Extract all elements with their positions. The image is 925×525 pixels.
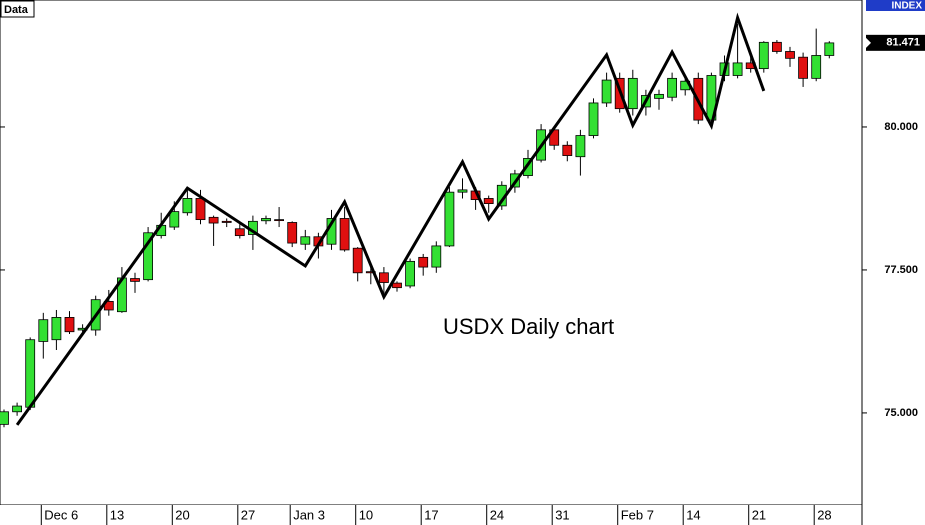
candle-body bbox=[221, 220, 232, 223]
candle-body bbox=[523, 158, 533, 176]
candle-body bbox=[811, 55, 822, 79]
x-tick-label: 10 bbox=[359, 507, 373, 522]
x-tick-label: 28 bbox=[817, 507, 831, 522]
candle-body bbox=[378, 272, 389, 283]
candle-body bbox=[654, 93, 664, 99]
candle-body bbox=[51, 317, 62, 341]
annotation: USDX Daily chart bbox=[443, 314, 614, 339]
candle-body bbox=[64, 317, 75, 333]
candle-body bbox=[431, 245, 442, 268]
candle-body bbox=[418, 256, 429, 268]
candle-body bbox=[667, 77, 677, 98]
last-price-arrow bbox=[866, 37, 871, 48]
candle-body bbox=[575, 135, 586, 158]
candle-body bbox=[234, 228, 245, 237]
candle-body bbox=[12, 405, 23, 413]
x-tick-label: 17 bbox=[424, 507, 438, 522]
candle-body bbox=[483, 198, 494, 205]
candle-body bbox=[195, 198, 206, 221]
source-box bbox=[0, 0, 35, 18]
candle-body bbox=[457, 189, 468, 193]
candle-body bbox=[0, 411, 9, 425]
candle-body bbox=[38, 319, 49, 342]
candle-body bbox=[758, 41, 769, 70]
index-label: INDEX bbox=[891, 1, 922, 12]
candle-body bbox=[824, 42, 835, 56]
axis-panel bbox=[862, 0, 925, 525]
candle-body bbox=[562, 144, 573, 156]
candle-body bbox=[287, 222, 298, 244]
candle-body bbox=[772, 41, 782, 52]
candle-body bbox=[444, 191, 455, 247]
x-tick-label: 13 bbox=[110, 507, 124, 522]
x-tick-label: 14 bbox=[686, 507, 700, 522]
candle-body bbox=[798, 56, 808, 79]
candle-body bbox=[25, 339, 36, 408]
x-tick-label: 24 bbox=[490, 507, 504, 522]
candle-body bbox=[339, 218, 350, 251]
candle-body bbox=[405, 260, 416, 287]
x-tick-label: 21 bbox=[752, 507, 766, 522]
x-tick-label: Dec 6 bbox=[44, 507, 78, 522]
candle-body bbox=[601, 79, 612, 104]
last-price-box bbox=[866, 34, 925, 51]
candle-body bbox=[392, 282, 402, 289]
candle-body bbox=[130, 278, 140, 282]
x-tick-label: 20 bbox=[175, 507, 189, 522]
x-tick-label: Feb 7 bbox=[621, 507, 654, 522]
candle-body bbox=[588, 102, 599, 136]
zigzag-line bbox=[15, 12, 766, 426]
x-tick-label: 27 bbox=[241, 507, 255, 522]
candle-body bbox=[300, 236, 311, 245]
y-tick-label: 80.000 bbox=[884, 121, 918, 133]
index-box bbox=[866, 0, 925, 11]
candle-body bbox=[352, 247, 363, 274]
y-tick-label: 77.500 bbox=[884, 264, 918, 276]
candle-body bbox=[732, 62, 743, 76]
x-tick-label: 31 bbox=[555, 507, 569, 522]
candle-body bbox=[274, 219, 285, 222]
y-tick-label: 75.000 bbox=[884, 407, 918, 419]
axis-panel bbox=[0, 505, 862, 525]
candle-body bbox=[785, 51, 795, 59]
last-price-label: 81.471 bbox=[886, 37, 920, 49]
x-tick-label: Jan 3 bbox=[293, 507, 325, 522]
source-label: Data bbox=[4, 4, 29, 16]
candle-body bbox=[627, 77, 638, 110]
candle-body bbox=[169, 211, 180, 228]
candle-body bbox=[208, 216, 219, 224]
candle-body bbox=[143, 232, 154, 281]
candle-body bbox=[182, 198, 193, 214]
candle-body bbox=[261, 218, 271, 222]
